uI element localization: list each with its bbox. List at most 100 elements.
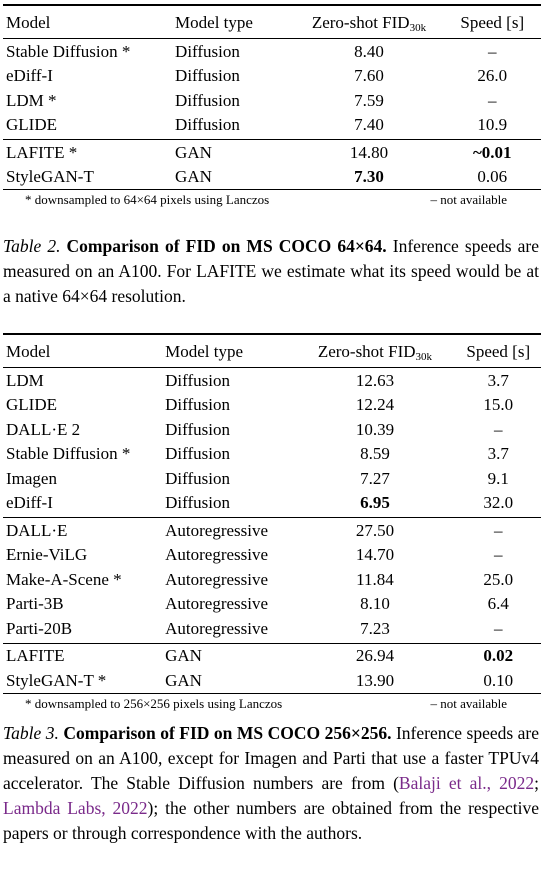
table-row: Stable Diffusion * Diffusion 8.59 3.7 xyxy=(3,442,541,467)
table-row: Make-A-Scene * Autoregressive 11.84 25.0 xyxy=(3,567,541,592)
footnote-right: – not available xyxy=(430,192,507,207)
type-cell: Diffusion xyxy=(175,115,240,135)
fid-cell: 6.95 xyxy=(360,493,390,513)
type-cell: Autoregressive xyxy=(165,545,269,565)
table-row: DALL·E 2 Diffusion 10.39 – xyxy=(3,417,541,442)
type-cell: Autoregressive xyxy=(165,594,269,614)
type-cell: Diffusion xyxy=(175,66,240,86)
table-2: Model Model type Zero-shot FID30k Speed … xyxy=(3,4,541,210)
table-footnote: * downsampled to 64×64 pixels using Lanc… xyxy=(3,189,541,210)
model-cell: DALL·E xyxy=(6,520,68,540)
model-cell: Parti-20B xyxy=(6,618,73,638)
speed-cell: 3.7 xyxy=(487,370,509,390)
caption-text: Inference speeds are measured on an A100… xyxy=(3,723,540,793)
speed-cell: 10.9 xyxy=(477,115,508,135)
table-row: eDiff-I Diffusion 6.95 32.0 xyxy=(3,491,541,516)
type-cell: GAN xyxy=(175,142,212,162)
speed-cell: – xyxy=(488,41,497,61)
table-row: Parti-20B Autoregressive 7.23 – xyxy=(3,616,541,641)
header-speed: Speed [s] xyxy=(460,12,525,32)
type-cell: Diffusion xyxy=(165,419,230,439)
header-model-type: Model type xyxy=(165,341,244,361)
caption-text: ); the other numbers are obtained from t… xyxy=(3,798,540,843)
speed-cell: 25.0 xyxy=(483,569,514,589)
fid-cell: 12.63 xyxy=(355,370,395,390)
table-row: StyleGAN-T * GAN 13.90 0.10 xyxy=(3,668,541,693)
table-row: Imagen Diffusion 7.27 9.1 xyxy=(3,466,541,491)
speed-cell: 0.02 xyxy=(483,646,514,666)
model-cell: eDiff-I xyxy=(6,493,53,513)
type-cell: Autoregressive xyxy=(165,520,269,540)
citation-separator: ; xyxy=(534,773,539,793)
model-cell: StyleGAN-T xyxy=(6,167,94,187)
type-cell: GAN xyxy=(165,670,202,690)
model-cell: GLIDE xyxy=(6,115,57,135)
table-row: LAFITE GAN 26.94 0.02 xyxy=(3,642,541,669)
citation-link[interactable]: Balaji et al., 2022 xyxy=(398,773,535,793)
model-cell: eDiff-I xyxy=(6,66,53,86)
speed-cell: 6.4 xyxy=(487,594,509,614)
table-row: GLIDE Diffusion 7.40 10.9 xyxy=(3,113,541,138)
type-cell: Autoregressive xyxy=(165,618,269,638)
header-speed: Speed [s] xyxy=(466,341,531,361)
table-row: StyleGAN-T GAN 7.30 0.06 xyxy=(3,165,541,190)
caption-text: Inference speeds are measured on an A100… xyxy=(3,236,539,306)
type-cell: GAN xyxy=(165,646,202,666)
type-cell: Diffusion xyxy=(165,468,230,488)
type-cell: Autoregressive xyxy=(165,569,269,589)
table-row: Parti-3B Autoregressive 8.10 6.4 xyxy=(3,592,541,617)
fid-cell: 8.10 xyxy=(360,594,390,614)
model-cell: DALL·E 2 xyxy=(6,419,81,439)
fid-cell: 27.50 xyxy=(355,520,395,540)
fid-cell: 8.59 xyxy=(360,444,390,464)
speed-cell: – xyxy=(488,90,497,110)
model-cell: Parti-3B xyxy=(6,594,64,614)
fid-cell: 7.40 xyxy=(354,115,384,135)
caption-title: Comparison of FID on MS COCO 256×256. xyxy=(63,723,392,743)
type-cell: Diffusion xyxy=(175,41,240,61)
fid-cell: 10.39 xyxy=(355,419,395,439)
table-3: Model Model type Zero-shot FID30k Speed … xyxy=(3,333,541,714)
speed-cell: 15.0 xyxy=(483,395,514,415)
caption-label: Table 2. xyxy=(3,236,61,256)
fid-cell: 7.59 xyxy=(354,90,384,110)
model-cell: GLIDE xyxy=(6,395,57,415)
fid-cell: 12.24 xyxy=(355,395,395,415)
fid-cell: 7.60 xyxy=(354,66,384,86)
table-body: Stable Diffusion * Diffusion 8.40 – eDiff-I D… xyxy=(3,38,541,189)
fid-cell: 7.27 xyxy=(360,468,390,488)
speed-cell: 3.7 xyxy=(487,444,509,464)
type-cell: Diffusion xyxy=(165,444,230,464)
fid-cell: 13.90 xyxy=(355,670,395,690)
type-cell: Diffusion xyxy=(175,90,240,110)
speed-cell: – xyxy=(493,520,503,540)
header-model-type: Model type xyxy=(175,12,253,32)
speed-cell: – xyxy=(493,545,503,565)
model-cell: Stable Diffusion * xyxy=(6,41,131,61)
table-row: Ernie-ViLG Autoregressive 14.70 – xyxy=(3,543,541,568)
table-body: LDM Diffusion 12.63 3.7 GLIDE Diffusion 12.24 1… xyxy=(3,367,541,693)
type-cell: Diffusion xyxy=(165,493,230,513)
footnote-left: * downsampled to 64×64 pixels using Lanc… xyxy=(25,192,270,207)
table-footnote: * downsampled to 256×256 pixels using La… xyxy=(3,692,541,714)
model-cell: Stable Diffusion * xyxy=(6,444,131,464)
model-cell: LDM xyxy=(6,370,44,390)
footnote-left: * downsampled to 256×256 pixels using La… xyxy=(25,695,283,711)
table-row: LDM * Diffusion 7.59 – xyxy=(3,88,541,113)
table-row: DALL·E Autoregressive 27.50 – xyxy=(3,517,541,543)
fid-cell: 14.80 xyxy=(349,142,389,162)
table-row: LDM Diffusion 12.63 3.7 xyxy=(3,368,541,393)
fid-cell: 8.40 xyxy=(354,41,384,61)
header-model: Model xyxy=(6,12,51,32)
header-fid: Zero-shot FID30k xyxy=(311,12,427,34)
fid-cell: 7.30 xyxy=(354,167,384,187)
table-header-row: Model Model type Zero-shot FID30k Speed … xyxy=(3,4,541,38)
model-cell: Ernie-ViLG xyxy=(6,545,88,565)
fid-cell: 26.94 xyxy=(355,646,395,666)
fid-cell: 7.23 xyxy=(360,618,390,638)
caption-title: Comparison of FID on MS COCO 64×64. xyxy=(66,236,387,256)
caption-label: Table 3. xyxy=(3,723,59,743)
header-model: Model xyxy=(6,341,51,361)
table-2-caption: Table 2. Comparison of FID on MS COCO 64… xyxy=(3,234,539,309)
citation-link[interactable]: Lambda Labs, 2022 xyxy=(3,798,148,818)
